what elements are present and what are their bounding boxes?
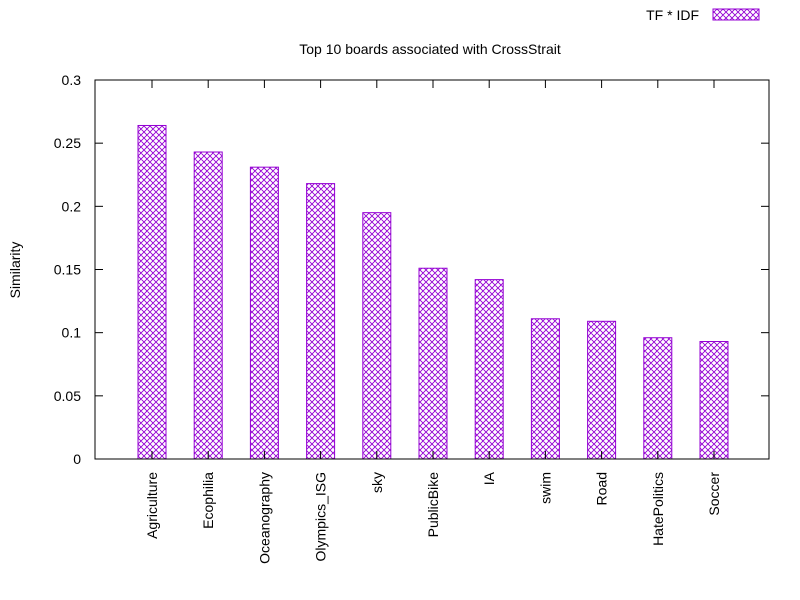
x-tick-label: PublicBike [425,472,441,538]
x-tick-label: Ecophilia [200,472,216,529]
x-tick-label: Olympics_ISG [313,472,329,561]
bar-olympics_isg [306,183,336,460]
y-axis: 0 0.05 0.1 0.15 0.2 0.25 0.3 [54,72,769,467]
y-axis-label: Similarity [7,242,23,299]
x-tick-label: Agriculture [144,472,160,539]
x-tick-label: Road [594,472,610,505]
chart-title: Top 10 boards associated with CrossStrai… [299,41,561,57]
x-tick-label: IA [481,471,497,485]
bar-soccer [699,341,729,460]
y-tick-label: 0 [73,451,81,467]
bar-publicbike [418,267,448,460]
y-tick-label: 0.15 [54,262,81,278]
bar-oceanography [249,166,279,460]
bar-sky [362,212,392,460]
legend-label: TF * IDF [646,7,699,23]
bar-ecophilia [193,151,223,460]
x-tick-label: Oceanography [256,472,272,564]
bar-agriculture [137,124,167,460]
bar-road [587,320,617,460]
y-tick-label: 0.2 [62,198,82,214]
x-tick-label: swim [537,472,553,504]
bar-hatepolitics [643,337,673,460]
x-tick-label: sky [369,472,385,493]
legend: TF * IDF [646,7,760,23]
y-tick-label: 0.3 [62,72,82,88]
y-tick-label: 0.05 [54,388,81,404]
y-tick-label: 0.25 [54,135,81,151]
x-tick-label: HatePolitics [650,472,666,546]
x-tick-label: Soccer [706,472,722,516]
bar-swim [530,318,560,460]
y-tick-label: 0.1 [62,325,82,341]
legend-swatch [712,8,760,21]
x-axis: Agriculture Ecophilia Oceanography Olympics… [144,80,722,564]
bar-ia [474,279,504,460]
bars-group [137,124,729,460]
